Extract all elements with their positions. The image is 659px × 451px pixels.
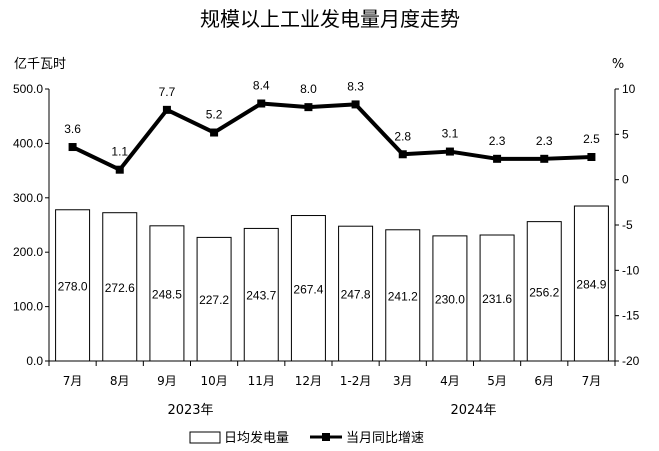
line-value-label: 8.4 bbox=[253, 79, 270, 93]
chart-title: 规模以上工业发电量月度走势 bbox=[200, 7, 460, 31]
right-axis-unit: % bbox=[612, 57, 624, 72]
bar-value-label: 256.2 bbox=[529, 285, 559, 299]
line-value-label: 3.6 bbox=[64, 122, 81, 136]
year-label: 2024年 bbox=[450, 403, 496, 418]
bar-value-label: 247.8 bbox=[341, 288, 371, 302]
line-point-marker bbox=[162, 105, 171, 114]
line-value-label: 8.0 bbox=[300, 82, 317, 96]
x-category-label: 8月 bbox=[110, 374, 130, 388]
line-point-marker bbox=[115, 165, 124, 174]
right-tick-label: 10 bbox=[622, 82, 636, 96]
x-category-label: 3月 bbox=[393, 374, 413, 388]
x-category-label: 7月 bbox=[582, 374, 602, 388]
bar bbox=[432, 235, 468, 362]
plot-area: 0.0 100.0 200.0 300.0 400.0 500.0 -20 -15 -10 -5 0… bbox=[13, 79, 640, 418]
x-category-label: 6月 bbox=[534, 374, 554, 388]
legend: 日均发电量 当月同比增速 bbox=[189, 430, 424, 446]
line-point-marker bbox=[257, 99, 266, 108]
left-tick-label: 500.0 bbox=[13, 82, 43, 96]
bar bbox=[55, 209, 91, 362]
legend-bar-label: 日均发电量 bbox=[224, 430, 289, 446]
line-value-label: 7.7 bbox=[159, 85, 176, 99]
left-tick-label: 400.0 bbox=[13, 136, 43, 150]
bar bbox=[385, 229, 421, 362]
x-category-label: 10月 bbox=[200, 374, 227, 388]
line-point-marker bbox=[398, 150, 407, 159]
right-tick-label: -10 bbox=[622, 263, 640, 277]
x-category-label: 9月 bbox=[157, 374, 177, 388]
bar bbox=[573, 205, 609, 362]
bar bbox=[149, 225, 185, 362]
bar-value-label: 284.9 bbox=[576, 278, 606, 292]
x-category-label: 1-2月 bbox=[340, 374, 372, 388]
bar-value-label: 243.7 bbox=[246, 289, 276, 303]
right-tick-label: 0 bbox=[622, 173, 629, 187]
line-point-marker bbox=[493, 154, 502, 163]
line-point-marker bbox=[587, 153, 596, 161]
bar bbox=[102, 212, 138, 362]
x-category-label: 4月 bbox=[440, 374, 460, 388]
left-axis-unit: 亿千瓦时 bbox=[14, 57, 66, 72]
x-category-label: 5月 bbox=[487, 374, 507, 388]
right-tick-label: 5 bbox=[622, 127, 629, 141]
growth-line bbox=[71, 101, 592, 172]
line-point-marker bbox=[68, 143, 77, 152]
left-tick-label: 100.0 bbox=[13, 300, 43, 314]
bar-value-label: 272.6 bbox=[105, 281, 135, 295]
bar bbox=[290, 215, 326, 362]
line-value-label: 2.3 bbox=[536, 134, 553, 148]
line-value-label: 3.1 bbox=[442, 127, 459, 141]
bar bbox=[526, 221, 562, 362]
bar-value-label: 230.0 bbox=[435, 292, 465, 306]
left-tick-label: 200.0 bbox=[13, 245, 43, 259]
bar-value-label: 267.4 bbox=[293, 282, 323, 296]
bar-value-label: 231.6 bbox=[482, 292, 512, 306]
x-category-label: 12月 bbox=[295, 374, 322, 388]
bar bbox=[338, 225, 374, 362]
left-tick-label: 0.0 bbox=[26, 354, 43, 368]
line-point-marker bbox=[540, 154, 549, 163]
line-value-label: 1.1 bbox=[111, 145, 128, 159]
legend-bar-swatch bbox=[189, 431, 221, 444]
bar bbox=[196, 236, 232, 362]
line-point-marker bbox=[210, 128, 219, 137]
line-point-marker bbox=[304, 103, 313, 112]
bar-value-label: 278.0 bbox=[58, 279, 88, 293]
right-tick-label: -20 bbox=[622, 354, 640, 368]
legend-line-label: 当月同比增速 bbox=[346, 431, 424, 446]
line-value-label: 2.3 bbox=[489, 134, 506, 148]
line-value-label: 5.2 bbox=[206, 108, 223, 122]
legend-line-marker bbox=[322, 433, 330, 441]
line-value-label: 8.3 bbox=[347, 79, 364, 93]
bar bbox=[243, 227, 279, 362]
bar-value-label: 227.2 bbox=[199, 293, 229, 307]
bar bbox=[479, 234, 515, 362]
bar-value-label: 241.2 bbox=[388, 289, 418, 303]
x-category-label: 11月 bbox=[248, 374, 275, 388]
x-category-label: 7月 bbox=[63, 374, 83, 388]
line-value-label: 2.5 bbox=[583, 132, 600, 146]
line-value-label: 2.8 bbox=[394, 129, 411, 143]
bar-value-label: 248.5 bbox=[152, 287, 182, 301]
year-label: 2023年 bbox=[167, 403, 213, 418]
right-tick-label: -15 bbox=[622, 309, 640, 323]
line-point-marker bbox=[445, 147, 454, 156]
left-tick-label: 300.0 bbox=[13, 191, 43, 205]
line-point-marker bbox=[351, 100, 360, 109]
right-tick-label: -5 bbox=[622, 218, 633, 232]
